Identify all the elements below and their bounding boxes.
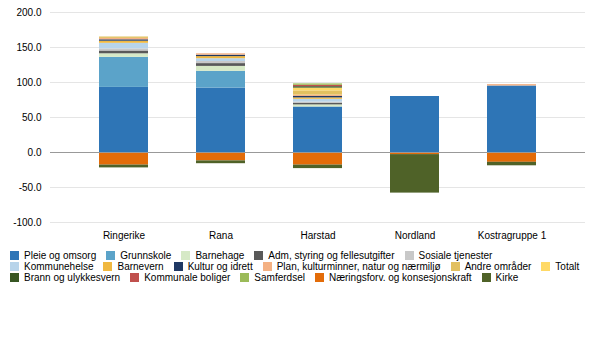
svg-text:150.0: 150.0 (16, 42, 41, 53)
html-text:Barnevern: Barnevern (117, 261, 164, 272)
svg-text:Kostragruppe 1: Kostragruppe 1 (478, 230, 547, 241)
html-text:Grunnskole: Grunnskole (120, 250, 172, 261)
html-text:Plan, kulturminner, natur og n: Plan, kulturminner, natur og nærmiljø (276, 261, 441, 272)
html-text:Kirke: Kirke (495, 272, 519, 283)
svg-text:Nordland: Nordland (395, 230, 436, 241)
svg-text:0.0: 0.0 (28, 147, 42, 158)
html-text:Totalt: Totalt (555, 261, 580, 272)
html-text:Sosiale tjenester: Sosiale tjenester (418, 250, 493, 261)
svg-text:-100.0: -100.0 (13, 217, 42, 228)
html-text:Barnehage: Barnehage (195, 250, 245, 261)
svg-text:Rana: Rana (209, 230, 233, 241)
html-text:Pleie og omsorg: Pleie og omsorg (24, 250, 97, 261)
html-text:Næringsforv. og konsesjonskraf: Næringsforv. og konsesjonskraft (328, 272, 472, 283)
html-text:Adm, styring og fellesutgifter: Adm, styring og fellesutgifter (268, 250, 395, 261)
svg-text:50.0: 50.0 (22, 112, 42, 123)
html-text:Samferdsel: Samferdsel (254, 272, 305, 283)
svg-text:-50.0: -50.0 (19, 182, 42, 193)
svg-text:200.0: 200.0 (16, 7, 41, 18)
svg-text:Ringerike: Ringerike (103, 230, 146, 241)
svg-text:Harstad: Harstad (300, 230, 335, 241)
html-text:Andre områder: Andre områder (464, 261, 532, 272)
html-text:Kommunale boliger: Kommunale boliger (144, 272, 231, 283)
svg-text:100.0: 100.0 (16, 77, 41, 88)
html-text:Kultur og idrett: Kultur og idrett (187, 261, 253, 272)
html-text:Kommunehelse: Kommunehelse (24, 261, 94, 272)
html-text:Brann og ulykkesvern: Brann og ulykkesvern (24, 272, 121, 283)
